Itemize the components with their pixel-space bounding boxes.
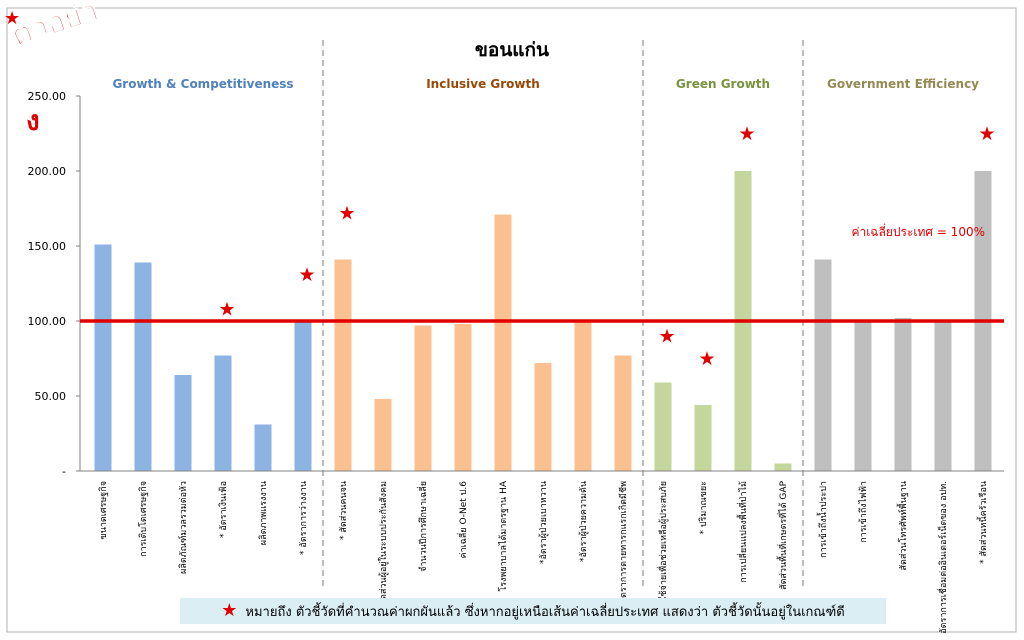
reference-line-label: ค่าเฉลี่ยประเทศ = 100% — [851, 223, 985, 239]
bar — [294, 321, 312, 471]
y-tick-label: 250.00 — [28, 90, 67, 103]
bar — [934, 319, 952, 471]
x-tick-label: สัดส่วนผู้อยู่ในระบบประกันสังคม — [378, 481, 389, 606]
x-tick-label: ผลิตภัณฑ์มวลรวมต่อหัว — [177, 481, 189, 574]
bar — [614, 355, 632, 471]
group-dividers — [322, 40, 804, 590]
chart-title: ขอนแก่น — [475, 39, 549, 61]
footer-note-text: หมายถึง ตัวชี้วัดที่คำนวณค่าผกผันแล้ว ซึ… — [245, 604, 845, 620]
x-tick-label: โรงพยาบาลได้มาตรฐาน HA — [498, 480, 509, 591]
bar — [134, 262, 152, 471]
bar — [94, 244, 112, 471]
star-marker: ★ — [738, 123, 755, 145]
x-tick-label: *อัตราการตายทารกแรกเกิดมีชีพ — [618, 481, 629, 608]
bar — [374, 399, 392, 471]
star-marker: ★ — [698, 348, 715, 370]
star-icon: ★ — [221, 600, 238, 621]
bar — [574, 321, 592, 471]
y-tick-label: 50.00 — [35, 390, 67, 403]
bar — [414, 325, 432, 471]
x-tick-label: การเปลี่ยนแปลงพื้นที่ป่าไม้ — [736, 481, 749, 583]
x-tick-label: ค่าเฉลี่ย O-Net ป.6 — [456, 481, 469, 559]
bars-layer — [94, 171, 992, 471]
bar — [454, 324, 472, 471]
star-marker: ★ — [218, 299, 235, 321]
bar — [174, 375, 192, 471]
watermark-text-line2: ง — [26, 104, 40, 137]
x-tick-label: อัตราการเชื่อมต่ออินเตอร์เน็ตของ อปท. — [936, 481, 949, 634]
x-tick-label: จำนวนปีการศึกษาเฉลี่ย — [416, 481, 429, 572]
sample-watermark: ตัวอย่า ง ★ — [4, 2, 103, 137]
y-tick-label: 200.00 — [28, 165, 67, 178]
bar — [334, 259, 352, 471]
x-tick-label: * อัตราเงินเฟ้อ — [218, 481, 229, 538]
x-tick-label: การเติบโตเศรษฐกิจ — [138, 481, 149, 557]
bar — [894, 318, 912, 471]
stars-layer: ★ ★ ★ ★ ★ ★ ★ — [218, 123, 995, 370]
star-marker: ★ — [658, 326, 675, 348]
x-tick-label: สัดส่วนโทรศัพท์พื้นฐาน — [896, 481, 909, 570]
group-headers: Growth & Competitiveness Inclusive Growth… — [112, 77, 979, 91]
x-tick-label: *ค่าใช้จ่ายเพื่อช่วยเหลือผู้ประสบภัย — [656, 481, 669, 617]
x-tick-label: * สัดส่วนหนี้ครัวเรือน — [976, 481, 989, 564]
bar — [654, 382, 672, 471]
x-tick-label: * ปริมาณขยะ — [698, 481, 709, 535]
group-header: Green Growth — [676, 77, 770, 91]
x-tick-label: *อัตราผู้ป่วยความดัน — [578, 481, 589, 562]
watermark-star-icon: ★ — [4, 8, 20, 29]
y-tick-label: 100.00 — [28, 315, 67, 328]
bar — [854, 321, 872, 471]
x-tick-label: *อัตราผู้ป่วยเบาหวาน — [538, 481, 549, 564]
bar — [694, 405, 712, 471]
x-tick-label: การเข้าถึงไฟฟ้า — [858, 481, 869, 543]
group-header: Growth & Competitiveness — [112, 77, 293, 91]
y-axis: - 50.00 100.00 150.00 200.00 250.00 — [28, 90, 1004, 478]
bar — [494, 214, 512, 471]
x-tick-label: * อัตราการว่างงาน — [299, 481, 309, 555]
group-header: Government Efficiency — [827, 77, 979, 91]
star-marker: ★ — [978, 123, 995, 145]
x-tick-label: การเข้าถึงน้ำประปา — [816, 481, 829, 558]
x-tick-label: * สัดส่วนคนจน — [339, 481, 349, 540]
watermark-text-line1: ตัวอย่า — [8, 2, 103, 54]
x-tick-labels: ขนาดเศรษฐกิจ การเติบโตเศรษฐกิจ ผลิตภัณฑ์มว… — [98, 480, 989, 634]
x-tick-label: สัดส่วนพื้นที่เกษตรที่ได้ GAP — [776, 480, 789, 589]
bar — [534, 363, 552, 471]
bar — [214, 355, 232, 471]
bar — [814, 259, 832, 471]
bar — [254, 424, 272, 471]
y-tick-label: 150.00 — [28, 240, 67, 253]
x-tick-label: ขนาดเศรษฐกิจ — [98, 481, 109, 539]
footer-legend-note: ★ หมายถึง ตัวชี้วัดที่คำนวณค่าผกผันแล้ว … — [180, 598, 886, 624]
x-tick-label: ผลิตภาพแรงงาน — [258, 481, 269, 545]
y-tick-label: - — [62, 465, 66, 478]
group-header: Inclusive Growth — [426, 77, 540, 91]
bar — [774, 463, 792, 471]
star-marker: ★ — [298, 264, 315, 286]
star-marker: ★ — [338, 203, 355, 225]
